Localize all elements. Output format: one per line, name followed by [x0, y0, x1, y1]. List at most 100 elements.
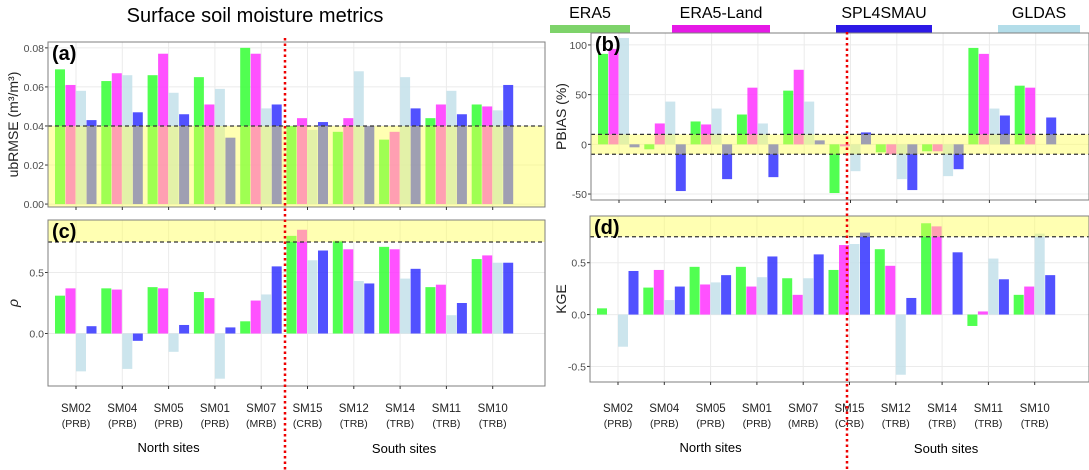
x-tick-label-basin: (PRB) — [696, 418, 725, 430]
bar-sm10-era5-land — [1025, 87, 1036, 145]
bar-sm11-era5-land — [977, 311, 988, 315]
bar-sm05-spl4smau — [179, 324, 190, 334]
bar-sm11-era5 — [425, 287, 436, 334]
bar-sm12-era5-land — [343, 118, 354, 205]
bar-sm07-era5 — [240, 321, 251, 334]
y-tick-label: 0.5 — [571, 258, 586, 270]
plot-border — [590, 32, 1089, 201]
x-tick-label-basin: (CRB) — [293, 418, 322, 430]
legend-label-era5: ERA5 — [569, 5, 611, 22]
x-tick-label-site: SM14 — [927, 403, 958, 415]
bar-sm14-era5-land — [931, 226, 942, 315]
bar-sm15-spl4smau — [861, 132, 871, 145]
bar-sm15-spl4smau — [318, 250, 328, 334]
bar-sm02-era5 — [597, 308, 607, 315]
bar-sm01-gldas — [214, 333, 225, 379]
bar-sm02-era5-land — [65, 84, 76, 205]
bar-sm07-era5-land — [793, 69, 804, 145]
bar-sm15-era5 — [829, 144, 840, 194]
y-tick-label: -50 — [572, 189, 587, 201]
x-tick-label-basin: (PRB) — [154, 418, 183, 430]
bar-sm12-gldas — [895, 314, 906, 375]
bar-sm01-era5-land — [204, 298, 215, 334]
bar-sm01-spl4smau — [225, 327, 236, 334]
bar-sm10-era5 — [1013, 294, 1024, 315]
x-tick-label-basin: (TRB) — [882, 418, 910, 430]
legend: ERA5 ERA5-Land SPL4SMAU GLDAS — [550, 5, 1080, 33]
bar-sm12-gldas — [353, 71, 364, 205]
bar-sm11-spl4smau — [456, 114, 467, 205]
bar-sm07-spl4smau — [813, 254, 824, 315]
x-tick-label-basin: (PRB) — [604, 418, 633, 430]
x-tick-label-site: SM14 — [385, 403, 416, 415]
plot-border — [589, 215, 1089, 383]
bar-sm05-era5 — [689, 266, 700, 315]
group-label-north: North sites — [138, 440, 201, 455]
bar-sm11-gldas — [988, 258, 999, 315]
plot-border — [47, 219, 546, 387]
x-tick-label-site: SM01 — [742, 403, 772, 415]
x-tick-label-basin: (TRB) — [1021, 418, 1049, 430]
bar-sm10-spl4smau — [1046, 117, 1057, 145]
x-tick-label-site: SM05 — [154, 403, 184, 415]
x-tick-label-basin: (TRB) — [928, 418, 956, 430]
bar-sm12-spl4smau — [906, 297, 917, 315]
y-tick-label: 0.06 — [24, 82, 45, 94]
bar-sm07-era5 — [783, 90, 794, 145]
x-tick-label-site: SM12 — [881, 403, 911, 415]
y-tick-label: 0.0 — [571, 310, 586, 322]
x-tick-label-basin: (PRB) — [108, 418, 137, 430]
x-tick-label-basin: (TRB) — [340, 418, 368, 430]
x-tick-label-site: SM10 — [1020, 403, 1050, 415]
bar-sm01-spl4smau — [768, 144, 779, 178]
bar-sm15-era5 — [286, 125, 297, 205]
bar-sm04-era5-land — [111, 73, 122, 205]
bar-sm05-spl4smau — [179, 114, 190, 205]
bar-sm11-era5-land — [978, 53, 989, 145]
bar-sm05-spl4smau — [722, 144, 733, 180]
bar-sm04-gldas — [665, 101, 676, 145]
bar-sm01-era5 — [736, 114, 747, 145]
y-tick-label: 0.04 — [24, 121, 45, 133]
bar-sm01-era5 — [735, 266, 746, 315]
y-tick-label: 0 — [581, 139, 587, 151]
bar-sm10-gldas — [492, 110, 503, 205]
bar-sm12-era5-land — [885, 265, 896, 315]
y-tick-label: -0.5 — [568, 361, 586, 373]
y-tick-label: 0.02 — [24, 160, 45, 172]
x-tick-label-basin: (MRB) — [788, 418, 818, 430]
bar-sm07-spl4smau — [814, 140, 825, 145]
bar-sm10-era5-land — [482, 106, 493, 205]
panel-tag: (b) — [595, 34, 621, 56]
x-tick-label-basin: (MRB) — [246, 418, 276, 430]
bar-sm14-era5 — [922, 144, 933, 152]
bar-sm04-spl4smau — [675, 144, 686, 192]
bar-sm02-spl4smau — [629, 144, 640, 148]
x-tick-label-basin: (PRB) — [62, 418, 91, 430]
acceptable-range-band — [48, 220, 545, 242]
bar-sm12-spl4smau — [364, 125, 375, 205]
bar-sm04-spl4smau — [674, 286, 685, 315]
panel-d: -0.5 0.0 0.5 (d) KGE SM02 (PRB) SM04 (PRB) SM05 (P… — [553, 215, 1089, 456]
bar-sm15-gldas — [850, 144, 861, 172]
bar-sm15-gldas — [307, 260, 318, 334]
x-tick-label-basin: (CRB) — [835, 418, 864, 430]
bar-sm14-era5-land — [389, 249, 400, 334]
bar-sm11-spl4smau — [998, 279, 1009, 315]
x-tick-label-site: SM04 — [649, 403, 680, 415]
bar-sm07-gldas — [804, 101, 815, 145]
x-tick-label-site: SM02 — [603, 403, 633, 415]
bar-sm12-gldas — [353, 281, 364, 334]
bar-sm01-era5-land — [747, 87, 758, 145]
bar-sm15-gldas — [849, 244, 860, 315]
bar-sm14-era5-land — [932, 144, 943, 152]
acceptable-range-band — [48, 125, 545, 207]
group-label-south: South sites — [914, 441, 979, 456]
bar-sm12-spl4smau — [907, 144, 918, 191]
bar-sm11-era5 — [425, 118, 436, 205]
bar-sm07-era5 — [782, 278, 793, 315]
bar-sm02-era5 — [598, 53, 608, 145]
bar-sm10-era5-land — [1024, 286, 1035, 315]
acceptable-range-band — [591, 134, 1089, 155]
